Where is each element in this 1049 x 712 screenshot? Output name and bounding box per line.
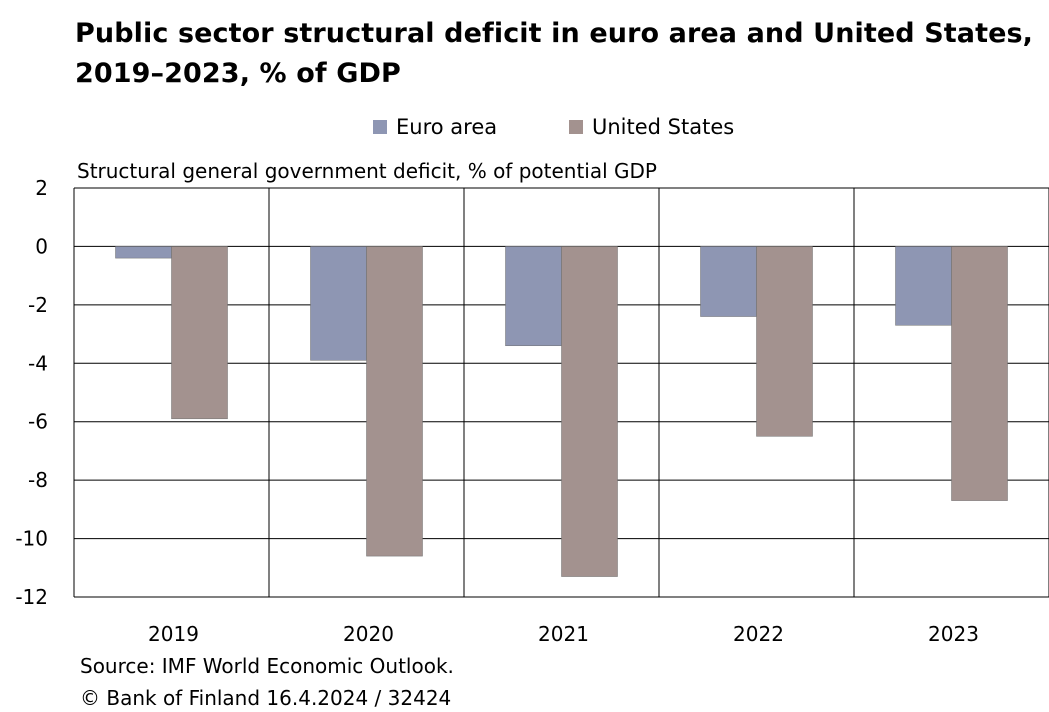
legend-item-euro-area: Euro area [373, 114, 497, 140]
bar-euro-area-2021 [505, 246, 562, 347]
y-tick-label: 2 [35, 176, 48, 200]
bar-united-states-2020 [366, 246, 423, 557]
x-tick-label: 2021 [538, 622, 589, 646]
bar-euro-area-2020 [310, 246, 367, 361]
y-tick-label: -4 [28, 351, 48, 375]
legend-label-united-states: United States [592, 115, 735, 139]
bar-united-states-2023 [951, 246, 1008, 501]
x-tick-label: 2023 [928, 622, 979, 646]
legend: Euro area United States [0, 114, 1049, 142]
bar-euro-area-2023 [895, 246, 952, 326]
x-tick-label: 2022 [733, 622, 784, 646]
bar-united-states-2021 [561, 246, 618, 577]
copyright-note: © Bank of Finland 16.4.2024 / 32424 [80, 686, 452, 710]
bar-united-states-2019 [171, 246, 228, 420]
chart-title: Public sector structural deficit in euro… [75, 18, 1034, 89]
y-tick-label: -10 [15, 527, 48, 551]
legend-swatch-united-states [569, 120, 583, 134]
bar-euro-area-2019 [115, 246, 172, 259]
legend-item-united-states: United States [569, 114, 734, 140]
y-tick-label: -2 [28, 293, 48, 317]
y-tick-label: -6 [28, 410, 48, 434]
y-tick-label: 0 [35, 234, 48, 258]
axis-subtitle: Structural general government deficit, %… [77, 159, 657, 183]
y-tick-label: -12 [15, 585, 48, 609]
x-tick-label: 2019 [148, 622, 199, 646]
legend-label-euro-area: Euro area [396, 115, 498, 139]
legend-swatch-euro-area [373, 120, 387, 134]
bar-united-states-2022 [756, 246, 813, 437]
x-tick-label: 2020 [343, 622, 394, 646]
bar-euro-area-2022 [700, 246, 757, 317]
y-tick-label: -8 [28, 468, 48, 492]
source-note: Source: IMF World Economic Outlook. [80, 654, 454, 678]
